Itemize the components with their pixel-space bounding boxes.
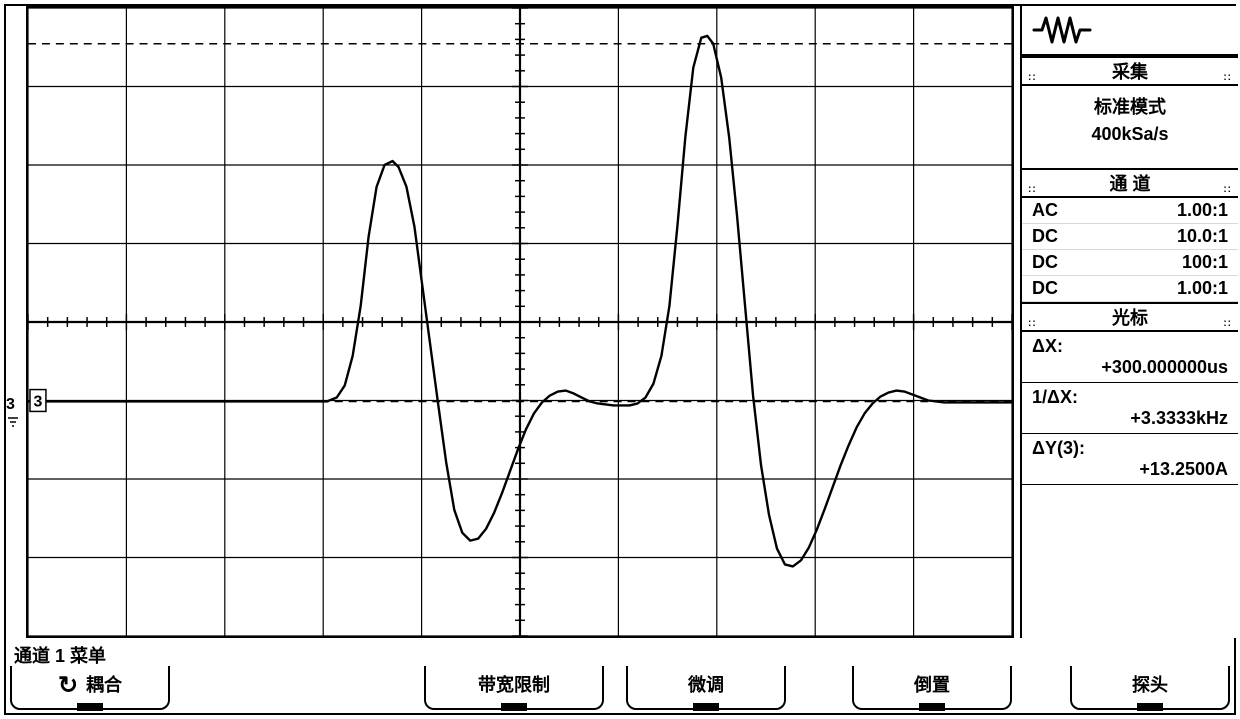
channel-coupling: DC: [1032, 252, 1058, 273]
grip-dots-icon: ::: [1028, 64, 1037, 92]
softkey-label: 倒置: [914, 675, 950, 695]
channel-row: DC 100:1: [1022, 250, 1238, 276]
svg-text:3: 3: [34, 393, 43, 410]
grip-dots-icon: ::: [1223, 64, 1232, 92]
softkey-bar: ↻ 耦合 带宽限制 微调 倒置 探头: [10, 666, 1234, 714]
grip-dots-icon: ::: [1028, 310, 1037, 338]
softkey-0[interactable]: ↻ 耦合: [10, 666, 170, 710]
softkey-label: 带宽限制: [478, 675, 550, 695]
channel-ratio: 100:1: [1182, 252, 1228, 273]
cursor-dy: ΔY(3): +13.2500A: [1022, 434, 1238, 485]
softkey-2[interactable]: 微调: [626, 666, 786, 710]
softkey-tab-icon: [77, 703, 103, 711]
cursor-dx-label: ΔX:: [1032, 336, 1063, 356]
softkey-label: 微调: [688, 675, 724, 695]
softkey-label: 探头: [1132, 675, 1168, 695]
channels-header: :: 通 道 ::: [1022, 168, 1238, 198]
waveform-display[interactable]: 3: [26, 6, 1014, 638]
cursor-invdx: 1/ΔX: +3.3333kHz: [1022, 383, 1238, 434]
softkey-label: 耦合: [86, 675, 122, 695]
channel-ground-marker: 3: [6, 396, 26, 432]
keysight-logo-icon: [1032, 12, 1092, 48]
cursors-header: :: 光标 ::: [1022, 302, 1238, 332]
cursors-title: 光标: [1112, 308, 1148, 328]
softkey-tab-icon: [1137, 703, 1163, 711]
softkey-1[interactable]: 带宽限制: [424, 666, 604, 710]
softkey-4[interactable]: 探头: [1070, 666, 1230, 710]
refresh-icon: ↻: [58, 667, 78, 705]
channel-coupling: DC: [1032, 226, 1058, 247]
channel-row: AC1.00:1: [1022, 198, 1238, 224]
ground-label-text: 3: [6, 396, 15, 413]
brand-logo: [1022, 6, 1238, 56]
cursor-invdx-value: +3.3333kHz: [1032, 408, 1228, 429]
acquisition-header: :: 采集 ::: [1022, 56, 1238, 86]
waveform-svg: 3: [28, 8, 1012, 636]
cursor-dy-label: ΔY(3):: [1032, 438, 1085, 458]
grip-dots-icon: ::: [1028, 176, 1037, 204]
softkey-3[interactable]: 倒置: [852, 666, 1012, 710]
softkey-tab-icon: [919, 703, 945, 711]
softkey-tab-icon: [693, 703, 719, 711]
side-panel: :: 采集 :: 标准模式 400kSa/s :: 通 道 :: AC1.00:…: [1020, 6, 1238, 638]
channel-row: DC 1.00:1: [1022, 276, 1238, 302]
cursor-invdx-label: 1/ΔX:: [1032, 387, 1078, 407]
cursor-dx-value: +300.000000us: [1032, 357, 1228, 378]
cursor-dx: ΔX: +300.000000us: [1022, 332, 1238, 383]
grip-dots-icon: ::: [1223, 176, 1232, 204]
channel-coupling: DC: [1032, 278, 1058, 299]
channels-title: 通 道: [1109, 174, 1150, 194]
channel-ratio: 10.0:1: [1177, 226, 1228, 247]
oscilloscope-frame: 3 3 :: 采集 :: 标准模式 400kSa/s ::: [4, 4, 1236, 715]
acquisition-title: 采集: [1112, 62, 1148, 82]
channel-ratio: 1.00:1: [1177, 278, 1228, 299]
channel-row: DC 10.0:1: [1022, 224, 1238, 250]
acquisition-body: 标准模式 400kSa/s: [1022, 86, 1238, 168]
acquisition-rate: 400kSa/s: [1026, 121, 1234, 148]
grip-dots-icon: ::: [1223, 310, 1232, 338]
cursor-dy-value: +13.2500A: [1032, 459, 1228, 480]
channel-ratio: 1.00:1: [1177, 200, 1228, 221]
acquisition-mode: 标准模式: [1026, 94, 1234, 121]
channel-menu-title: 通道 1 菜单: [14, 642, 106, 668]
softkey-tab-icon: [501, 703, 527, 711]
